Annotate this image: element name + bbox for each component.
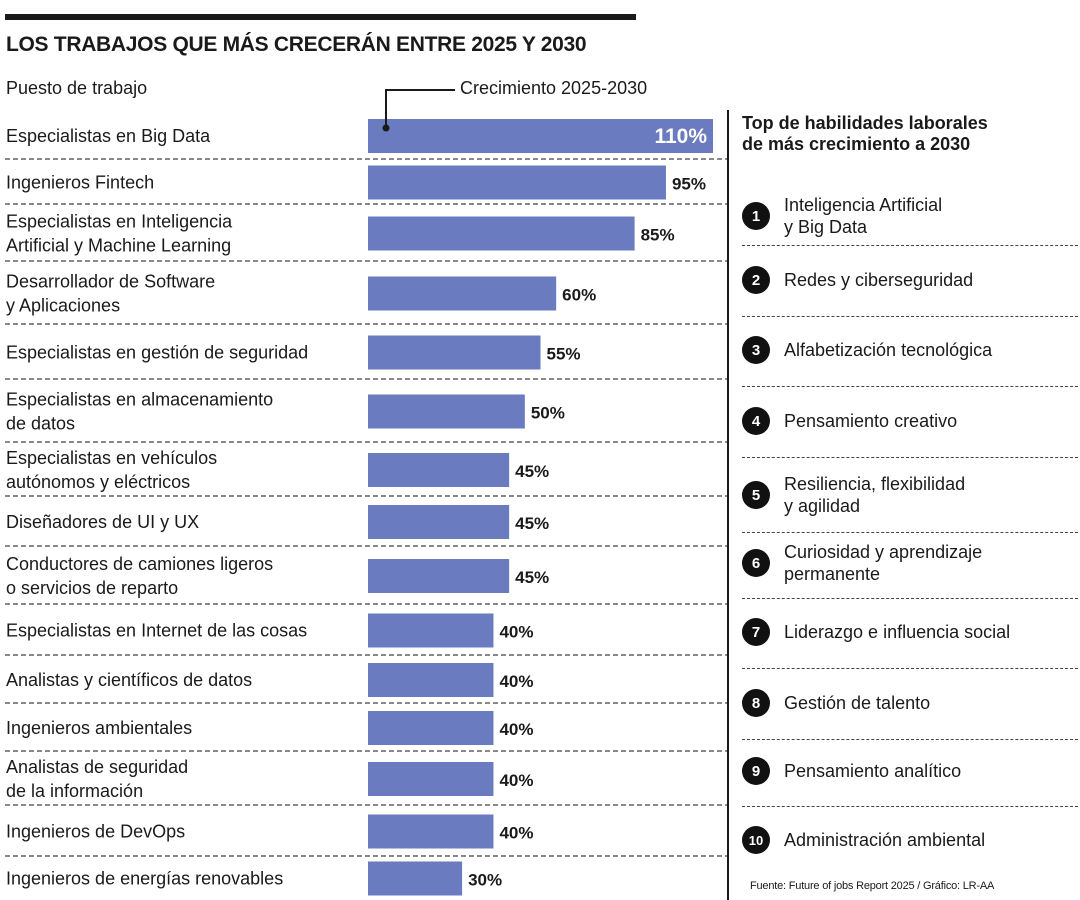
skill-label: Administración ambiental [784,830,986,850]
chart-title: LOS TRABAJOS QUE MÁS CRECERÁN ENTRE 2025… [6,33,587,56]
skill-item: 8 Gestión de talento [742,681,1078,725]
category-label: Especialistas en vehículos autónomos y el… [6,448,217,492]
skill-separator [742,386,1078,387]
value-label: 30% [468,871,502,890]
top-rule [5,14,636,20]
bar [368,276,557,311]
skill-number-badge: 10 [742,826,770,854]
value-label: 40% [499,672,533,691]
bar [368,394,525,429]
value-label: 60% [562,286,596,305]
column-header: Puesto de trabajo [6,78,148,98]
skill-number-badge: 8 [742,689,770,717]
column-divider [727,110,729,900]
bar [368,165,666,200]
skill-label: Curiosidad y aprendizaje permanente [784,542,983,584]
category-label: Especialistas en Inteligencia Artificial … [6,212,233,256]
skill-number-badge: 6 [742,549,770,577]
value-label: 55% [547,345,581,364]
skill-number-badge: 9 [742,757,770,785]
skill-label: Resiliencia, flexibilidad y agilidad [784,474,966,516]
skill-item: 3 Alfabetización tecnológica [742,328,1078,372]
skill-separator [742,245,1078,246]
skill-item: 1 Inteligencia Artificial y Big Data [742,194,1078,238]
value-label: 40% [499,720,533,739]
bar [368,559,510,593]
value-label: 40% [499,623,533,642]
skill-separator [742,806,1078,807]
skill-label: Pensamiento analítico [784,761,962,781]
value-label: 45% [515,514,549,533]
bar [368,335,541,370]
bar [368,613,494,648]
skill-item: 4 Pensamiento creativo [742,399,1078,443]
category-label: Conductores de camiones ligeros o servici… [6,554,273,598]
series-callout-line [385,89,455,126]
category-label: Especialistas en Internet de las cosas [6,621,307,641]
category-label: Analistas y científicos de datos [6,670,252,690]
bar [368,216,635,251]
skill-separator [742,668,1078,669]
bar [368,762,494,796]
bar [368,505,510,539]
value-label: 110% [654,125,707,148]
category-label: Analistas de seguridad de la información [6,757,188,801]
skill-item: 2 Redes y ciberseguridad [742,258,1078,302]
skill-item: 5 Resiliencia, flexibilidad y agilidad [742,473,1078,517]
skill-separator [742,739,1078,740]
skill-number-badge: 2 [742,266,770,294]
category-label: Ingenieros de DevOps [6,822,185,842]
skill-label: Redes y ciberseguridad [784,270,974,290]
skill-label: Liderazgo e influencia social [784,622,1011,642]
value-label: 95% [672,175,706,194]
category-label: Ingenieros de energías renovables [6,869,283,889]
bar-chart: Especialistas en Big Data 110% Ingenieros … [5,89,727,896]
category-label: Especialistas en Big Data [6,126,211,146]
skill-number-badge: 7 [742,618,770,646]
skill-label: Alfabetización tecnológica [784,340,993,360]
bar [368,663,494,697]
category-label: Desarrollador de Software y Aplicaciones [6,272,215,316]
skill-label: Inteligencia Artificial y Big Data [784,195,943,237]
value-label: 85% [641,226,675,245]
category-label: Ingenieros Fintech [6,173,154,193]
skill-number-badge: 1 [742,202,770,230]
value-label: 45% [515,462,549,481]
value-label: 40% [499,824,533,843]
skill-item: 6 Curiosidad y aprendizaje permanente [742,541,1078,585]
skill-label: Pensamiento creativo [784,411,958,431]
skill-number-badge: 3 [742,336,770,364]
skill-separator [742,457,1078,458]
skill-separator [742,532,1078,533]
skill-separator [742,598,1078,599]
source-note: Fuente: Future of jobs Report 2025 / Grá… [750,880,995,892]
skill-label: Gestión de talento [784,693,931,713]
series-label: Crecimiento 2025-2030 [460,78,648,98]
skill-number-badge: 5 [742,481,770,509]
skill-number-badge: 4 [742,407,770,435]
skill-separator [742,316,1078,317]
skills-title: Top de habilidades laborales de más crec… [742,113,988,154]
bar [368,453,510,487]
value-label: 45% [515,568,549,587]
value-label: 50% [531,404,565,423]
category-label: Diseñadores de UI y UX [6,512,199,532]
bar [368,711,494,745]
skill-item: 10 Administración ambiental [742,818,1078,862]
series-callout-dot [382,124,390,132]
skill-item: 7 Liderazgo e influencia social [742,610,1078,654]
category-label: Especialistas en gestión de seguridad [6,343,308,363]
value-label: 40% [499,771,533,790]
bar [368,814,494,849]
bar [368,119,713,153]
category-label: Especialistas en almacenamiento de datos [6,390,273,434]
bar [368,861,463,896]
skill-item: 9 Pensamiento analítico [742,749,1078,793]
category-label: Ingenieros ambientales [6,718,192,738]
